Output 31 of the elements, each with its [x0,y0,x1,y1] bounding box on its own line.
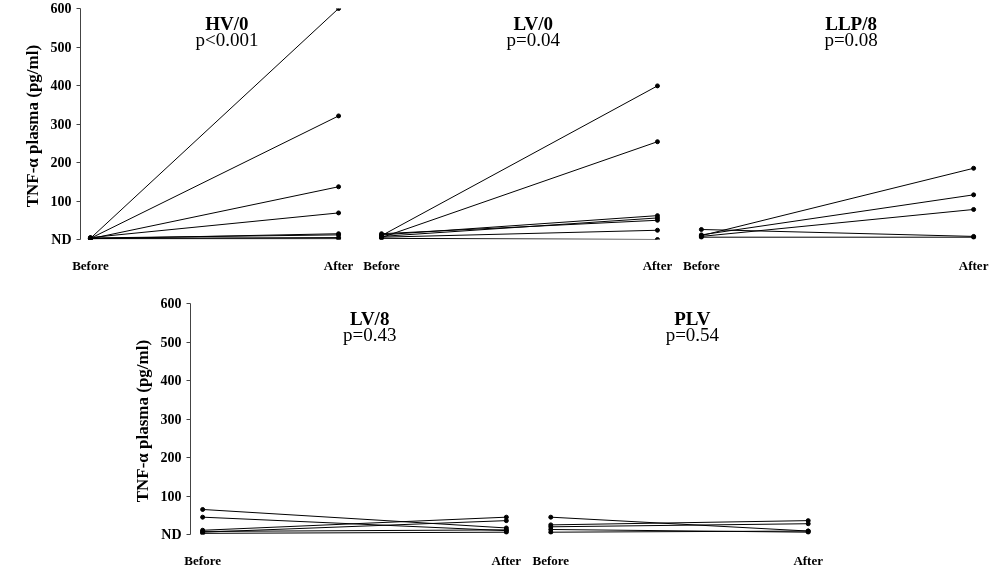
y-tick-label: 500 [50,39,72,55]
y-tick-label: ND [161,527,182,542]
x-tick-label: After [491,552,522,568]
y-tick-label: 100 [160,488,182,504]
y-tick-label: 300 [160,411,182,427]
x-tick-label: Before [363,257,401,273]
x-tick-label: Before [683,257,720,273]
x-tick-label: After [323,257,354,273]
x-tick-label: Before [532,552,570,568]
y-tick-label: 600 [50,1,72,16]
y-tick-label: 100 [50,193,72,209]
x-tick-label: After [958,257,989,273]
y-tick-label: 200 [50,155,72,170]
x-tick-label: After [642,257,673,273]
y-tick-label: 600 [160,296,182,311]
text: p=0.08 [824,29,878,51]
y-tick-label: 500 [160,334,182,350]
x-tick-label: After [793,552,824,568]
text: p=0.54 [665,324,720,346]
y-tick-label: 200 [160,450,182,465]
y-axis-title: TNF-α plasma (pg/ml) [22,44,42,208]
text: p=0.04 [506,29,561,51]
text: p=0.43 [342,324,397,346]
y-axis-title: TNF-α plasma (pg/ml) [132,339,152,503]
x-tick-label: Before [184,552,222,568]
y-tick-label: ND [51,232,72,247]
y-tick-label: 400 [160,373,182,388]
x-tick-label: Before [72,257,109,273]
y-tick-label: 400 [50,78,72,93]
text: p<0.001 [195,29,259,51]
y-tick-label: 300 [50,116,72,132]
